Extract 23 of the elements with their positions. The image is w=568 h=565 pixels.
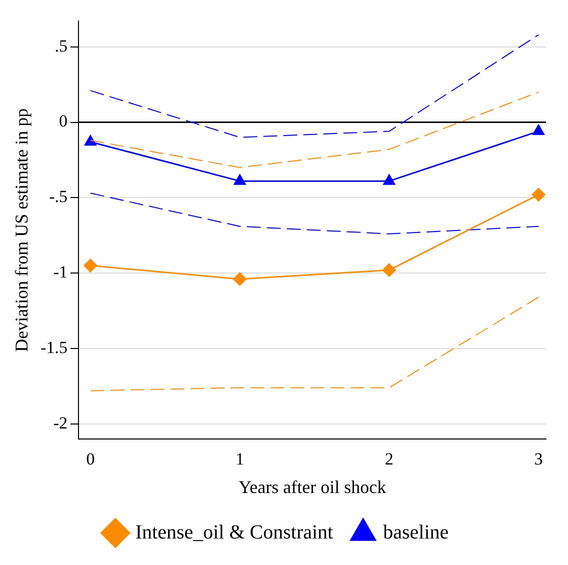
y-axis-title: Deviation from US estimate in pp [12,108,32,352]
y-tick-label: .5 [54,36,68,56]
x-tick-label: 3 [534,450,543,469]
y-tick-label: -2 [53,413,68,432]
legend-label: Intense_oil & Constraint [135,521,334,544]
legend-label: baseline [383,521,449,544]
line-series [90,34,540,138]
x-tick-label: 1 [236,450,244,469]
point [233,272,247,286]
point [84,135,96,146]
y-tick-label: -.5 [49,187,68,206]
point [532,188,546,202]
point [382,263,396,277]
x-tick-label: 2 [384,450,394,469]
x-tick-label: 0 [86,450,95,469]
point [234,174,246,185]
y-tick-label: -1 [53,262,68,282]
point [532,124,544,136]
point [84,258,98,272]
y-tick-label: 0 [59,112,68,131]
y-tick-label: -1.5 [40,338,68,357]
x-axis-title: Years after oil shock [238,476,386,497]
point [383,174,396,185]
